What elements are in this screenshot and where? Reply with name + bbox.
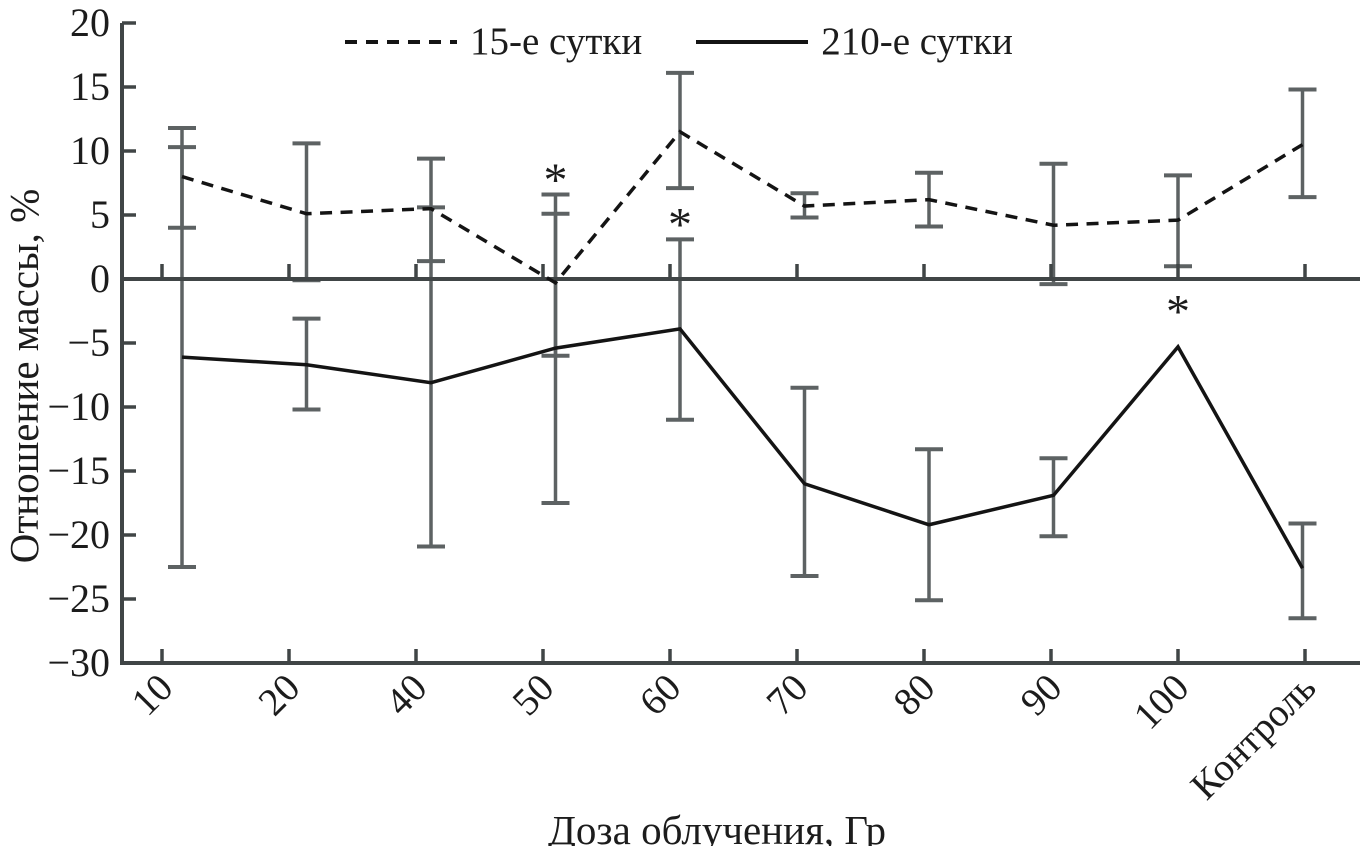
y-tick-label: 15 xyxy=(70,64,110,109)
y-tick-label: −30 xyxy=(47,640,110,685)
solid-line-swatch xyxy=(696,40,809,44)
x-axis-title: Доза облучения, Гр xyxy=(547,807,887,846)
x-tick-label: 100 xyxy=(1126,666,1198,738)
legend-label: 15-е сутки xyxy=(470,20,643,63)
x-tick-label: 60 xyxy=(631,666,689,724)
x-tick-label: 50 xyxy=(504,666,562,724)
legend-item-15-sutki: 15-е сутки xyxy=(345,20,642,64)
y-tick-label: 20 xyxy=(70,0,110,45)
y-tick-label: −15 xyxy=(47,448,110,493)
legend: 15-е сутки 210-е сутки xyxy=(345,20,1013,64)
y-tick-label: 10 xyxy=(70,128,110,173)
x-tick-label: 90 xyxy=(1012,666,1070,724)
legend-label: 210-е сутки xyxy=(821,20,1013,63)
x-tick-label: Контроль xyxy=(1182,666,1324,808)
series-line-15-е сутки xyxy=(181,129,1304,286)
x-tick-label: 80 xyxy=(885,666,943,724)
x-tick-label: 20 xyxy=(250,666,308,724)
y-tick-label: −20 xyxy=(47,512,110,557)
x-tick-label: 40 xyxy=(377,666,435,724)
y-tick-label: −5 xyxy=(67,320,110,365)
dashed-line-swatch xyxy=(345,40,457,44)
annotation-asterisk: * xyxy=(668,199,692,252)
annotation-asterisk: * xyxy=(544,154,568,207)
y-tick-label: −25 xyxy=(47,576,110,621)
annotation-asterisk: * xyxy=(1166,286,1190,339)
x-tick-label: 70 xyxy=(758,666,816,724)
y-tick-label: −10 xyxy=(47,384,110,429)
x-tick-label: 10 xyxy=(123,666,181,724)
y-tick-label: 5 xyxy=(90,192,110,237)
series-line-210-е сутки xyxy=(181,327,1305,570)
y-tick-label: 0 xyxy=(90,256,110,301)
y-axis-title: Отношение массы, % xyxy=(1,188,47,564)
legend-item-210-sutki: 210-е сутки xyxy=(696,20,1013,64)
